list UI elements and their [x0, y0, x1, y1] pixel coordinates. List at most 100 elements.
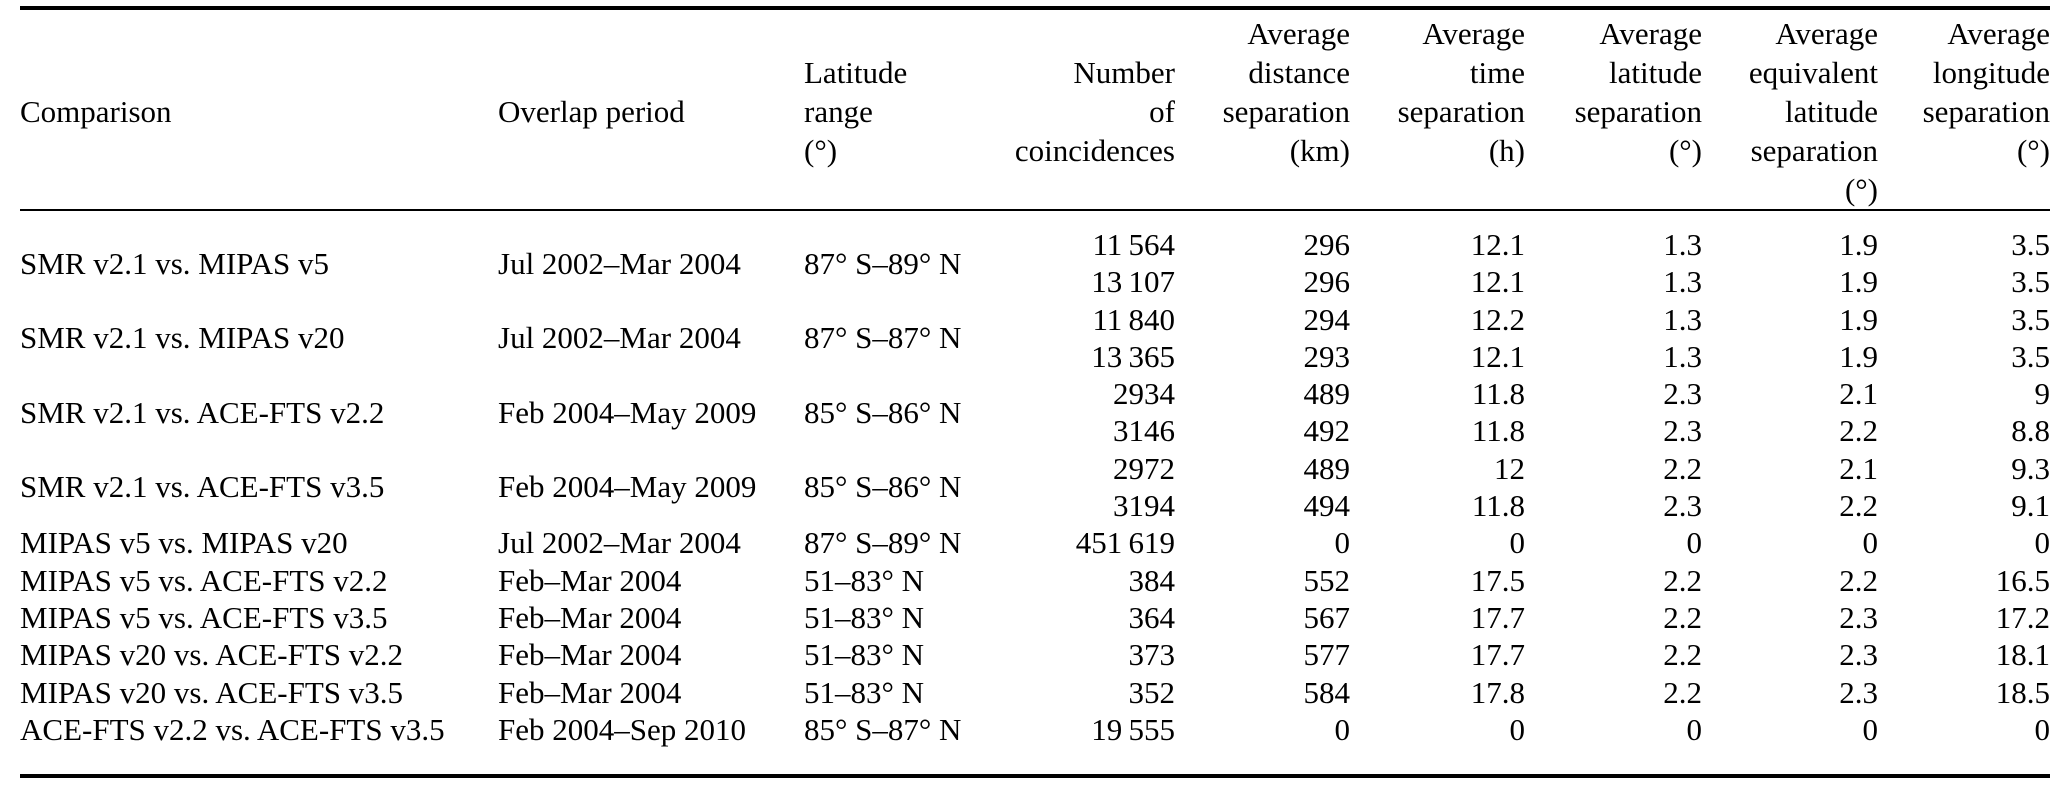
table-group-mipas20-acefts22: MIPAS v20 vs. ACE-FTS v2.2 Feb–Mar 2004 … — [20, 636, 2050, 673]
longitude-separation-value: 3.5 — [2011, 301, 2050, 337]
latitude-separation-value: 2.3 — [1663, 413, 1702, 449]
header-body-rule — [20, 209, 2050, 211]
overlap-period-cell: Feb 2004–May 2009 — [498, 469, 757, 505]
time-separation-value: 12.1 — [1470, 264, 1525, 300]
equivalent-latitude-separation-value: 1.9 — [1839, 264, 1878, 300]
equivalent-latitude-separation-value: 2.3 — [1839, 637, 1878, 673]
table-header-row: Comparison Overlap period Latitude range… — [20, 10, 2050, 209]
equivalent-latitude-separation-value: 2.2 — [1839, 413, 1878, 449]
latitude-range-cell: 87° S–87° N — [804, 320, 962, 356]
comparison-cell: ACE-FTS v2.2 vs. ACE-FTS v3.5 — [20, 711, 445, 747]
distance-separation-value: 494 — [1303, 488, 1351, 524]
column-header-average-equivalent-latitude-separation: Average equivalent latitude separation (… — [1748, 16, 1878, 207]
latitude-range-cell: 85° S–87° N — [804, 711, 962, 747]
latitude-range-cell: 51–83° N — [804, 674, 925, 710]
time-separation-value: 17.7 — [1470, 599, 1525, 635]
equivalent-latitude-separation-value: 2.3 — [1839, 599, 1878, 635]
time-separation-value: 11.8 — [1471, 488, 1525, 524]
time-separation-value: 12.1 — [1470, 338, 1525, 374]
distance-separation-value: 293 — [1303, 338, 1351, 374]
distance-separation-value: 296 — [1303, 227, 1351, 262]
longitude-separation-value: 0 — [2034, 711, 2051, 747]
overlap-period-cell: Jul 2002–Mar 2004 — [498, 245, 741, 281]
overlap-period-cell: Jul 2002–Mar 2004 — [498, 525, 741, 561]
longitude-separation-value: 0 — [2034, 525, 2051, 561]
latitude-range-cell: 87° S–89° N — [804, 525, 962, 561]
latitude-separation-value: 2.3 — [1663, 488, 1702, 524]
table-body: SMR v2.1 vs. MIPAS v5 Jul 2002–Mar 2004 … — [20, 226, 2050, 748]
table-top-rule — [20, 6, 2050, 10]
latitude-separation-value: 0 — [1686, 711, 1703, 747]
distance-separation-value: 567 — [1303, 599, 1351, 635]
coincidences-value: 3146 — [1113, 413, 1175, 449]
distance-separation-value: 577 — [1303, 637, 1351, 673]
overlap-period-cell: Feb–Mar 2004 — [498, 599, 682, 635]
distance-separation-value: 294 — [1303, 301, 1351, 337]
column-header-average-time-separation: Average time separation (h) — [1397, 16, 1525, 168]
equivalent-latitude-separation-value: 1.9 — [1839, 227, 1878, 262]
table-group-smr21-acefts22: SMR v2.1 vs. ACE-FTS v2.2 Feb 2004–May 2… — [20, 375, 2050, 450]
longitude-separation-value: 18.1 — [1995, 637, 2050, 673]
longitude-separation-value: 3.5 — [2011, 227, 2050, 262]
coincidences-value: 2934 — [1113, 376, 1175, 412]
longitude-separation-value: 9.1 — [2011, 488, 2050, 524]
column-header-average-distance-separation: Average distance separation (km) — [1222, 16, 1350, 168]
time-separation-value: 0 — [1509, 525, 1526, 561]
longitude-separation-value: 17.2 — [1995, 599, 2050, 635]
distance-separation-value: 489 — [1303, 450, 1351, 486]
latitude-range-cell: 51–83° N — [804, 562, 925, 598]
latitude-separation-value: 2.2 — [1663, 637, 1702, 673]
equivalent-latitude-separation-value: 2.2 — [1839, 488, 1878, 524]
table-group-smr21-acefts35: SMR v2.1 vs. ACE-FTS v3.5 Feb 2004–May 2… — [20, 450, 2050, 525]
overlap-period-cell: Feb–Mar 2004 — [498, 637, 682, 673]
distance-separation-value: 0 — [1334, 525, 1351, 561]
latitude-range-cell: 87° S–89° N — [804, 245, 962, 281]
equivalent-latitude-separation-value: 1.9 — [1839, 338, 1878, 374]
distance-separation-value: 0 — [1334, 711, 1351, 747]
latitude-separation-value: 0 — [1686, 525, 1703, 561]
equivalent-latitude-separation-value: 0 — [1862, 525, 1879, 561]
column-header-overlap-period: Overlap period — [498, 94, 685, 129]
table-group-smr21-mipas20: SMR v2.1 vs. MIPAS v20 Jul 2002–Mar 2004… — [20, 301, 2050, 376]
overlap-period-cell: Feb–Mar 2004 — [498, 562, 682, 598]
time-separation-value: 0 — [1509, 711, 1526, 747]
latitude-separation-value: 2.3 — [1663, 376, 1702, 412]
distance-separation-value: 552 — [1303, 562, 1351, 598]
distance-separation-value: 492 — [1303, 413, 1351, 449]
comparison-cell: SMR v2.1 vs. MIPAS v5 — [20, 245, 329, 281]
table-group-mipas5-mipas20: MIPAS v5 vs. MIPAS v20 Jul 2002–Mar 2004… — [20, 524, 2050, 561]
coincidences-value: 364 — [1128, 599, 1176, 635]
latitude-separation-value: 1.3 — [1663, 227, 1702, 262]
equivalent-latitude-separation-value: 0 — [1862, 711, 1879, 747]
coincidences-value: 11 564 — [1092, 227, 1175, 262]
latitude-separation-value: 2.2 — [1663, 450, 1702, 486]
comparison-cell: MIPAS v5 vs. ACE-FTS v3.5 — [20, 599, 388, 635]
time-separation-value: 12 — [1494, 450, 1525, 486]
coincidences-value: 384 — [1128, 562, 1176, 598]
time-separation-value: 11.8 — [1471, 376, 1525, 412]
latitude-separation-value: 1.3 — [1663, 338, 1702, 374]
equivalent-latitude-separation-value: 2.1 — [1839, 376, 1878, 412]
equivalent-latitude-separation-value: 2.2 — [1839, 562, 1878, 598]
time-separation-value: 11.8 — [1471, 413, 1525, 449]
longitude-separation-value: 16.5 — [1995, 562, 2050, 598]
latitude-range-cell: 85° S–86° N — [804, 394, 962, 430]
column-header-average-longitude-separation: Average longitude separation (°) — [1922, 16, 2050, 168]
time-separation-value: 12.1 — [1470, 227, 1525, 262]
latitude-separation-value: 2.2 — [1663, 599, 1702, 635]
table-group-mipas20-acefts35: MIPAS v20 vs. ACE-FTS v3.5 Feb–Mar 2004 … — [20, 674, 2050, 711]
coincidences-value: 19 555 — [1091, 711, 1175, 747]
latitude-separation-value: 1.3 — [1663, 301, 1702, 337]
comparison-cell: SMR v2.1 vs. MIPAS v20 — [20, 320, 345, 356]
longitude-separation-value: 3.5 — [2011, 264, 2050, 300]
longitude-separation-value: 3.5 — [2011, 338, 2050, 374]
comparison-cell: MIPAS v20 vs. ACE-FTS v3.5 — [20, 674, 404, 710]
coincidences-value: 3194 — [1113, 488, 1175, 524]
latitude-separation-value: 2.2 — [1663, 674, 1702, 710]
equivalent-latitude-separation-value: 2.3 — [1839, 674, 1878, 710]
comparison-cell: MIPAS v20 vs. ACE-FTS v2.2 — [20, 637, 404, 673]
time-separation-value: 17.5 — [1470, 562, 1525, 598]
distance-separation-value: 296 — [1303, 264, 1351, 300]
latitude-range-cell: 51–83° N — [804, 599, 925, 635]
